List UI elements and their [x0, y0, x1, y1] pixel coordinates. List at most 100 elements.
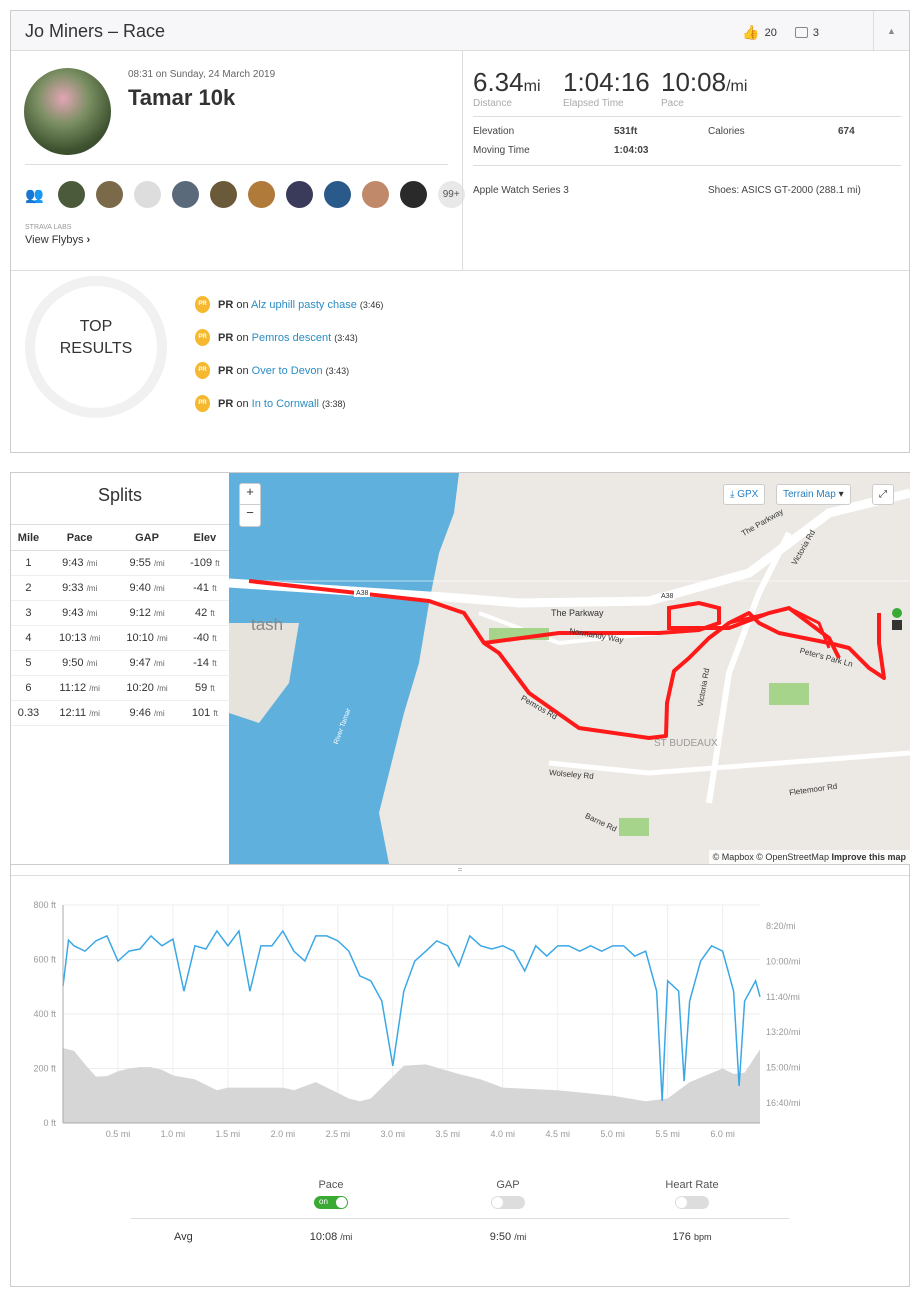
- land-saltash: [229, 623, 299, 723]
- moving-time-label: Moving Time: [473, 145, 530, 156]
- attribution-text[interactable]: © Mapbox © OpenStreetMap: [712, 852, 829, 862]
- segment-link[interactable]: Over to Devon: [251, 364, 323, 377]
- map-type-dropdown[interactable]: Terrain Map ▾: [776, 484, 851, 505]
- athlete-avatar-small[interactable]: [399, 181, 427, 208]
- split-mile: 4: [11, 625, 46, 651]
- segment-link[interactable]: In to Cornwall: [251, 397, 319, 410]
- zoom-controls: + −: [239, 483, 261, 527]
- split-row[interactable]: 3 9:43 /mi 9:12 /mi 42 ft: [11, 600, 229, 626]
- view-flybys-link[interactable]: View Flybys ›: [25, 234, 90, 246]
- split-row[interactable]: 6 11:12 /mi 10:20 /mi 59 ft: [11, 675, 229, 701]
- fullscreen-button[interactable]: ⤢: [872, 484, 894, 505]
- split-row[interactable]: 2 9:33 /mi 9:40 /mi -41 ft: [11, 575, 229, 601]
- pr-medal-icon: PR: [195, 329, 210, 346]
- athlete-avatar-small[interactable]: [209, 181, 237, 208]
- gpx-download-button[interactable]: ⤓ GPX: [723, 484, 766, 505]
- athlete-avatar-small[interactable]: [247, 181, 275, 208]
- athlete-avatar-small[interactable]: [361, 181, 389, 208]
- athlete-avatar-small[interactable]: [133, 181, 161, 208]
- resize-handle[interactable]: =: [11, 864, 909, 876]
- analysis-card: Splits Mile Pace GAP Elev 1 9:43 /mi 9:55 /mi -…: [10, 472, 910, 1287]
- avg-label: Avg: [174, 1231, 193, 1243]
- avg-value: 10:08: [309, 1231, 338, 1243]
- athlete-avatar-small[interactable]: [323, 181, 351, 208]
- split-elev: -14: [193, 657, 210, 669]
- moving-time-value: 1:04:03: [614, 145, 649, 156]
- chevron-right-icon: ›: [86, 234, 91, 246]
- laurel-wreath-icon: [25, 276, 167, 418]
- split-pace: 9:43: [62, 557, 84, 569]
- stream-toggle[interactable]: [675, 1196, 709, 1214]
- comment-icon: [794, 27, 808, 38]
- zoom-in-button[interactable]: +: [240, 484, 260, 505]
- splits-header[interactable]: Mile: [11, 524, 46, 551]
- top-result-item: PR PR on Alz uphill pasty chase (3:46): [195, 288, 383, 321]
- avg-unit: /mi: [340, 1232, 353, 1242]
- segment-time: (3:43): [334, 332, 358, 343]
- athlete-avatar-small[interactable]: [95, 181, 123, 208]
- activity-datetime: 08:31 on Sunday, 24 March 2019: [128, 69, 276, 80]
- athlete-avatar[interactable]: [24, 68, 111, 155]
- stat-distance: 6.34mi Distance: [473, 67, 541, 109]
- unit: /mi: [153, 609, 165, 618]
- athlete-avatar-small[interactable]: [57, 181, 85, 208]
- unit: /mi: [156, 684, 168, 693]
- segment-link[interactable]: Alz uphill pasty chase: [251, 298, 357, 311]
- segment-link[interactable]: Pemros descent: [251, 331, 332, 344]
- zoom-out-button[interactable]: −: [246, 505, 254, 520]
- pace-value: 10:08: [661, 67, 727, 97]
- map-canvas[interactable]: [229, 473, 910, 864]
- split-row[interactable]: 0.33 12:11 /mi 9:46 /mi 101 ft: [11, 700, 229, 726]
- pr-badge: PR: [218, 364, 234, 377]
- stream-toggle[interactable]: [491, 1196, 525, 1214]
- y-tick-label: 600 ft: [33, 955, 56, 965]
- unit: /mi: [156, 634, 168, 643]
- thumbs-up-icon: 👍: [742, 24, 760, 40]
- route-line: [248, 579, 886, 740]
- stream-toggle[interactable]: on: [314, 1196, 348, 1214]
- top-results-title-line1: TOP: [79, 318, 113, 335]
- y-tick-label: 400 ft: [33, 1009, 56, 1019]
- split-elev: 101: [191, 707, 211, 719]
- collapse-button[interactable]: ▲: [873, 11, 909, 51]
- more-athletes-button[interactable]: 99+: [437, 181, 465, 208]
- unit: /mi: [89, 709, 100, 718]
- split-row[interactable]: 1 9:43 /mi 9:55 /mi -109 ft: [11, 550, 229, 576]
- top-result-item: PR PR on Pemros descent (3:43): [195, 321, 383, 354]
- unit: /mi: [89, 684, 100, 693]
- split-gap: 9:12: [129, 607, 151, 619]
- stat-pace: 10:08/mi Pace: [661, 67, 747, 109]
- activity-name: Tamar 10k: [128, 85, 236, 110]
- group-athletes: 👥 99+: [25, 181, 476, 208]
- card-header: Jo Miners – Race 👍 20 3 ▲: [11, 11, 909, 51]
- splits-header[interactable]: GAP: [113, 524, 181, 551]
- unit: /mi: [153, 659, 165, 668]
- pr-medal-icon: PR: [195, 395, 210, 412]
- road-a38: [229, 488, 910, 608]
- elevation-area: [63, 1048, 760, 1123]
- athlete-avatar-small[interactable]: [171, 181, 199, 208]
- elapsed-value: 1:04:16: [563, 67, 650, 97]
- elapsed-label: Elapsed Time: [563, 98, 624, 109]
- shoes-info: Shoes: ASICS GT-2000 (288.1 mi): [708, 185, 861, 196]
- top-result-item: PR PR on Over to Devon (3:43): [195, 354, 383, 387]
- toggle-state: on: [319, 1197, 328, 1206]
- improve-map-link[interactable]: Improve this map: [831, 852, 906, 862]
- comments-button[interactable]: 3: [794, 27, 819, 39]
- split-elev: -109: [190, 557, 213, 569]
- x-tick-label: 4.0 mi: [490, 1129, 515, 1139]
- calories-label: Calories: [708, 126, 745, 137]
- split-pace: 9:33: [62, 582, 84, 594]
- pace-label: Pace: [661, 98, 684, 109]
- view-flybys-label: View Flybys: [25, 234, 84, 246]
- split-row[interactable]: 4 10:13 /mi 10:10 /mi -40 ft: [11, 625, 229, 651]
- device-link[interactable]: Apple Watch Series 3: [473, 185, 569, 196]
- splits-header[interactable]: Elev: [180, 524, 229, 551]
- split-row[interactable]: 5 9:50 /mi 9:47 /mi -14 ft: [11, 650, 229, 676]
- route-map[interactable]: The Parkway Normandy Way Victoria Rd Pem…: [229, 473, 910, 864]
- splits-header[interactable]: Pace: [45, 524, 114, 551]
- kudos-button[interactable]: 👍 20: [742, 24, 777, 41]
- athlete-avatar-small[interactable]: [285, 181, 313, 208]
- x-tick-label: 2.5 mi: [326, 1129, 351, 1139]
